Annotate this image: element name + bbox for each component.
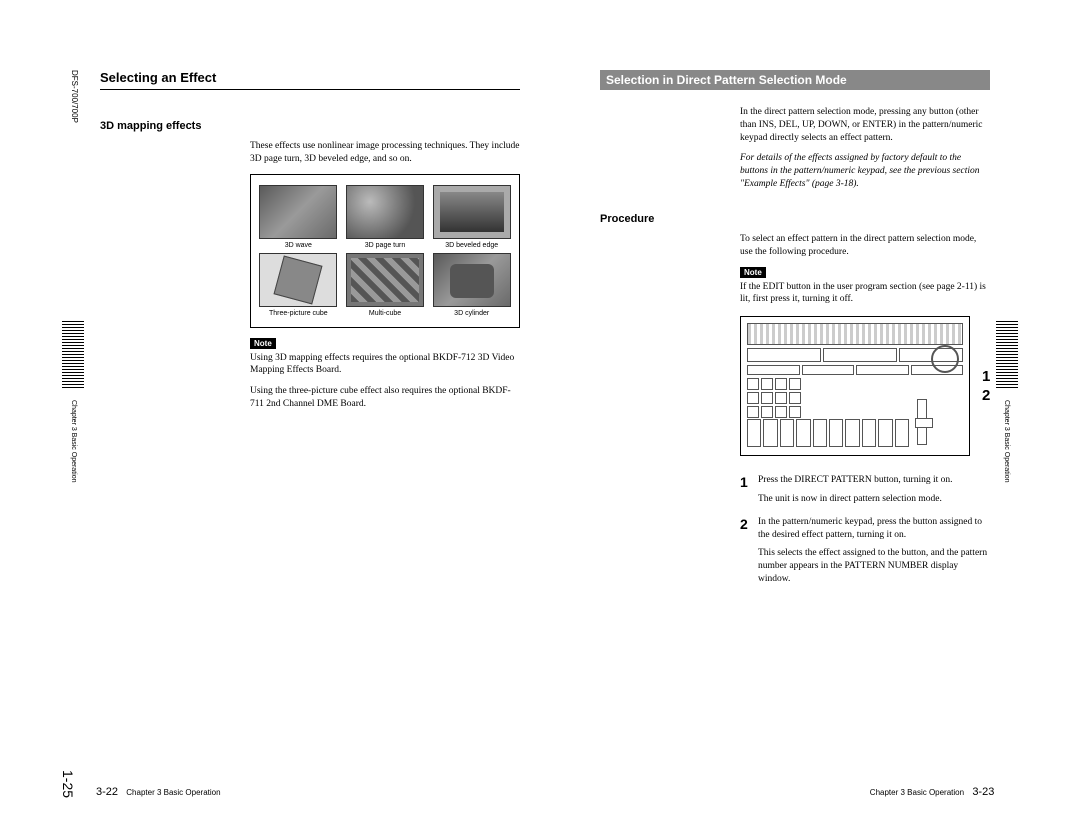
step-number: 2: [740, 516, 758, 586]
note-badge: Note: [250, 338, 276, 349]
left-page: Selecting an Effect 3D mapping effects T…: [60, 70, 550, 798]
right-intro: In the direct pattern selection mode, pr…: [740, 106, 990, 144]
note-text-1: Using 3D mapping effects requires the op…: [250, 352, 520, 378]
procedure-intro: To select an effect pattern in the direc…: [740, 233, 990, 259]
diagram-callouts: 1 2: [982, 367, 990, 406]
thumb-3d-wave: [259, 185, 337, 239]
thumb-cell: Three-picture cube: [259, 253, 338, 317]
spread-page-number: 1-25: [60, 770, 76, 798]
right-italic-note: For details of the effects assigned by f…: [740, 152, 990, 190]
device-diagram-wrap: 1 2: [740, 316, 990, 456]
section-bar-heading: Selection in Direct Pattern Selection Mo…: [600, 70, 990, 90]
thumb-cell: 3D page turn: [346, 185, 425, 249]
step-text: Press the DIRECT PATTERN button, turning…: [758, 474, 953, 487]
thumb-label: 3D wave: [285, 242, 312, 249]
procedure-note: If the EDIT button in the user program s…: [740, 281, 990, 307]
thumbnail-grid: 3D wave 3D page turn 3D beveled edge Thr…: [250, 174, 520, 328]
footer-page-num: 3-22: [96, 786, 118, 798]
thumb-cell: 3D beveled edge: [432, 185, 511, 249]
thumb-3d-beveled-edge: [433, 185, 511, 239]
thumb-three-picture-cube: [259, 253, 337, 307]
footer-left: 3-22 Chapter 3 Basic Operation: [90, 786, 221, 798]
thumb-3d-cylinder: [433, 253, 511, 307]
right-page: Selection in Direct Pattern Selection Mo…: [570, 70, 1030, 798]
footer-chapter: Chapter 3 Basic Operation: [870, 788, 964, 797]
footer-right: Chapter 3 Basic Operation 3-23: [870, 786, 1001, 798]
callout-1: 1: [982, 367, 990, 387]
thumb-cell: 3D wave: [259, 185, 338, 249]
step-text: In the pattern/numeric keypad, press the…: [758, 516, 990, 542]
footer-page-num: 3-23: [972, 786, 994, 798]
thumb-label: 3D cylinder: [454, 310, 489, 317]
procedure-heading: Procedure: [600, 213, 990, 225]
thumb-label: Three-picture cube: [269, 310, 328, 317]
step-number: 1: [740, 474, 758, 506]
step-result: This selects the effect assigned to the …: [758, 547, 990, 585]
note-badge: Note: [740, 267, 766, 278]
thumb-cell: Multi-cube: [346, 253, 425, 317]
intro-text: These effects use nonlinear image proces…: [250, 140, 520, 166]
subsection-heading: 3D mapping effects: [100, 120, 520, 132]
thumb-label: 3D beveled edge: [445, 242, 498, 249]
thumb-multi-cube: [346, 253, 424, 307]
thumb-label: 3D page turn: [365, 242, 405, 249]
footer-chapter: Chapter 3 Basic Operation: [126, 788, 220, 797]
callout-2: 2: [982, 386, 990, 406]
procedure-step: 1 Press the DIRECT PATTERN button, turni…: [740, 474, 990, 506]
step-result: The unit is now in direct pattern select…: [758, 493, 953, 506]
running-title: Selecting an Effect: [100, 70, 520, 90]
note-text-2: Using the three-picture cube effect also…: [250, 385, 520, 411]
procedure-step: 2 In the pattern/numeric keypad, press t…: [740, 516, 990, 586]
thumb-3d-page-turn: [346, 185, 424, 239]
thumb-cell: 3D cylinder: [432, 253, 511, 317]
device-diagram: [740, 316, 970, 456]
thumb-label: Multi-cube: [369, 310, 401, 317]
page-spread: Selecting an Effect 3D mapping effects T…: [60, 70, 1020, 798]
